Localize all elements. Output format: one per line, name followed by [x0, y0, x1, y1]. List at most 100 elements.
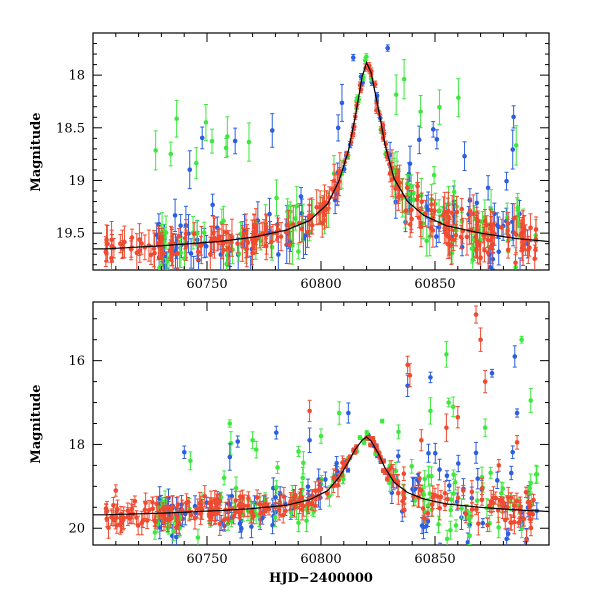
blue-data-point — [469, 278, 474, 283]
red-data-point — [521, 227, 527, 233]
red-data-point — [478, 337, 483, 343]
red-data-point — [528, 225, 533, 230]
red-data-point — [114, 508, 119, 514]
green-data-point — [453, 523, 459, 528]
x-tick-label: 60850 — [414, 552, 455, 567]
red-data-point — [485, 522, 490, 528]
green-data-point — [451, 472, 456, 477]
red-data-point — [467, 208, 473, 214]
red-data-point — [207, 514, 213, 520]
green-data-point — [225, 134, 230, 139]
red-data-point — [482, 247, 487, 253]
blue-data-point — [156, 221, 162, 227]
green-data-point — [459, 506, 464, 511]
red-data-point — [459, 206, 465, 212]
red-data-point — [474, 507, 479, 512]
green-data-point — [171, 529, 176, 534]
blue-data-point — [437, 467, 442, 472]
red-data-point — [425, 510, 431, 516]
blue-data-point — [307, 437, 312, 443]
green-data-point — [470, 257, 475, 263]
red-data-point — [299, 226, 305, 232]
red-data-point — [142, 507, 148, 513]
blue-data-point — [428, 375, 433, 380]
red-data-point — [437, 505, 443, 511]
red-data-point — [134, 515, 139, 520]
bottom-axis-ticks: 60750 60800 60850 16 18 20 — [68, 302, 549, 567]
green-data-point — [428, 408, 433, 414]
blue-data-point — [426, 450, 431, 456]
green-data-point — [318, 433, 324, 439]
blue-data-point — [488, 265, 493, 270]
blue-data-point — [508, 470, 514, 476]
red-data-point — [405, 362, 410, 368]
green-data-point — [203, 120, 209, 125]
red-data-point — [476, 242, 482, 248]
green-data-point — [246, 139, 252, 145]
blue-data-point — [182, 449, 187, 455]
green-data-point — [448, 507, 454, 513]
red-data-point — [438, 494, 444, 500]
blue-data-point — [494, 478, 500, 483]
red-data-point — [387, 170, 393, 176]
red-data-point — [521, 516, 527, 522]
red-data-point — [192, 516, 198, 521]
red-data-point — [516, 520, 522, 526]
red-data-point — [191, 231, 197, 237]
red-data-point — [266, 506, 272, 512]
x-tick-label: 60750 — [186, 552, 227, 567]
bottom-y-axis-title: Magnitude — [29, 384, 44, 463]
red-data-point — [198, 502, 204, 508]
red-data-point — [488, 226, 493, 231]
green-data-point — [218, 494, 224, 500]
blue-data-point — [299, 210, 305, 216]
red-data-point — [113, 488, 119, 493]
red-data-point — [384, 476, 390, 482]
blue-data-point — [305, 484, 311, 489]
green-data-point — [272, 514, 278, 520]
green-data-point — [449, 497, 454, 502]
blue-data-point — [432, 450, 438, 456]
green-data-point — [393, 468, 399, 474]
green-data-point — [158, 263, 164, 268]
blue-data-point — [273, 494, 278, 500]
red-data-point — [214, 501, 219, 507]
green-data-point — [451, 491, 456, 496]
blue-data-point — [178, 223, 183, 228]
green-data-point — [533, 472, 539, 477]
red-data-point — [337, 168, 343, 174]
red-data-point — [331, 178, 337, 184]
red-data-point — [530, 511, 536, 517]
red-data-point — [329, 186, 335, 192]
green-data-point — [293, 216, 298, 221]
green-data-point — [444, 352, 449, 357]
red-data-point — [488, 499, 494, 504]
blue-data-point — [335, 125, 341, 131]
red-data-point — [183, 231, 189, 237]
model-curve-line — [93, 60, 549, 250]
green-data-point — [436, 208, 442, 213]
red-data-point — [429, 502, 435, 507]
green-data-point — [446, 400, 451, 405]
blue-data-point — [267, 211, 272, 217]
blue-data-point — [523, 544, 526, 545]
red-data-point — [369, 436, 375, 441]
red-data-point — [216, 234, 222, 239]
red-data-point — [449, 210, 455, 216]
blue-data-point — [505, 531, 511, 536]
green-data-point — [188, 458, 193, 464]
red-data-point — [176, 233, 182, 239]
red-data-point — [211, 230, 216, 236]
green-data-point — [300, 475, 306, 481]
green-data-point — [409, 463, 415, 469]
red-data-point — [473, 234, 478, 239]
blue-data-point — [187, 167, 193, 172]
blue-data-point — [475, 476, 481, 481]
red-data-point — [156, 510, 162, 515]
red-data-point — [463, 511, 469, 517]
green-data-point — [296, 520, 301, 526]
blue-data-point — [514, 410, 520, 416]
red-data-point — [174, 515, 180, 521]
blue-data-point — [455, 461, 461, 466]
red-data-point — [212, 235, 217, 241]
